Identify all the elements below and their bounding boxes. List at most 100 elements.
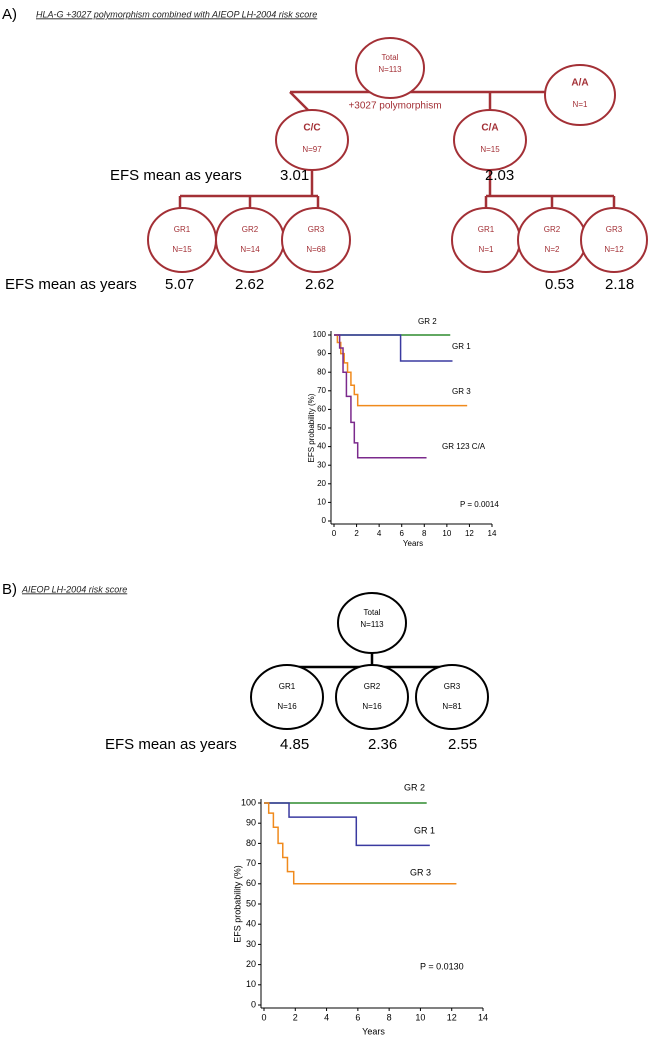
efs-value: 2.03 (485, 167, 514, 184)
x-tick-label: 0 (261, 1012, 266, 1022)
efs-value: 2.18 (605, 276, 634, 293)
y-tick-label: 40 (246, 919, 256, 929)
tree-node (451, 207, 521, 273)
x-axis-label: Years (403, 539, 423, 548)
km-curve (264, 802, 457, 885)
efs-value: 2.55 (448, 736, 477, 753)
y-tick-label: 70 (246, 858, 256, 868)
x-tick-label: 10 (415, 1012, 425, 1022)
node-title: Total (364, 608, 381, 617)
node-title: Total (382, 53, 399, 62)
series-label: GR 3 (410, 867, 431, 877)
node-count: N=81 (442, 702, 462, 711)
x-tick-label: 2 (354, 529, 359, 538)
node-title: GR1 (478, 225, 495, 234)
edge-label: +3027 polymorphism (348, 101, 441, 112)
y-tick-label: 50 (317, 423, 326, 432)
y-tick-label: 30 (317, 460, 326, 469)
tree-node (147, 207, 217, 273)
y-tick-label: 50 (246, 898, 256, 908)
node-title: GR1 (279, 682, 296, 691)
y-tick-label: 90 (246, 818, 256, 828)
y-tick-label: 20 (246, 959, 256, 969)
panel-label: A) (2, 6, 17, 23)
panel-label: B) (2, 581, 17, 598)
node-count: N=113 (378, 65, 402, 74)
node-title: GR3 (444, 682, 461, 691)
efs-value: 3.01 (280, 167, 309, 184)
node-title: C/A (481, 123, 498, 134)
x-tick-label: 12 (447, 1012, 457, 1022)
node-title: GR2 (544, 225, 561, 234)
tree-node (580, 207, 648, 273)
x-tick-label: 6 (399, 529, 404, 538)
node-title: GR3 (308, 225, 325, 234)
p-value: P = 0.0130 (420, 961, 464, 971)
node-title: A/A (571, 78, 588, 89)
node-count: N=16 (277, 702, 297, 711)
x-axis-label: Years (362, 1026, 385, 1036)
node-title: GR2 (242, 225, 259, 234)
km-curve (334, 334, 453, 362)
node-title: C/C (303, 123, 320, 134)
tree-node (335, 664, 409, 730)
node-count: N=68 (306, 245, 326, 254)
y-axis-label: EFS probability (%) (307, 393, 316, 462)
y-tick-label: 80 (317, 367, 326, 376)
km-curve (264, 802, 430, 847)
node-title: GR3 (606, 225, 623, 234)
node-count: N=2 (545, 245, 560, 254)
y-tick-label: 0 (251, 999, 256, 1009)
node-title: GR1 (174, 225, 191, 234)
y-tick-label: 10 (246, 979, 256, 989)
node-count: N=16 (362, 702, 382, 711)
series-label: GR 2 (418, 317, 437, 326)
efs-value: 2.62 (235, 276, 264, 293)
y-tick-label: 0 (322, 516, 327, 525)
y-tick-label: 40 (317, 442, 326, 451)
y-tick-label: 70 (317, 386, 326, 395)
series-label: GR 1 (414, 825, 435, 835)
efs-label: EFS mean as years (5, 276, 137, 293)
y-axis-label: EFS probability (%) (232, 865, 242, 943)
km-curve (334, 334, 427, 459)
x-tick-label: 14 (488, 529, 497, 538)
tree-node (215, 207, 285, 273)
efs-value: 0.53 (545, 276, 574, 293)
efs-value: 2.62 (305, 276, 334, 293)
node-count: N=113 (360, 620, 384, 629)
tree-node (355, 37, 425, 99)
p-value: P = 0.0014 (460, 500, 499, 509)
y-tick-label: 20 (317, 479, 326, 488)
x-tick-label: 2 (293, 1012, 298, 1022)
panel-title: HLA-G +3027 polymorphism combined with A… (36, 9, 317, 19)
tree-node (275, 109, 349, 171)
x-tick-label: 14 (478, 1012, 488, 1022)
tree-node (337, 592, 407, 654)
node-count: N=12 (604, 245, 624, 254)
node-count: N=15 (172, 245, 192, 254)
x-tick-label: 10 (442, 529, 451, 538)
panel-title: AIEOP LH-2004 risk score (21, 584, 127, 594)
tree-node (544, 64, 616, 126)
y-tick-label: 10 (317, 498, 326, 507)
node-count: N=14 (240, 245, 260, 254)
node-count: N=1 (479, 245, 494, 254)
y-tick-label: 80 (246, 838, 256, 848)
tree-node (415, 664, 489, 730)
x-tick-label: 4 (324, 1012, 329, 1022)
x-tick-label: 6 (355, 1012, 360, 1022)
series-label: GR 1 (452, 342, 471, 351)
node-count: N=1 (573, 100, 588, 109)
tree-node (250, 664, 324, 730)
x-tick-label: 0 (332, 529, 337, 538)
series-label: GR 3 (452, 387, 471, 396)
series-label: GR 123 C/A (442, 442, 486, 451)
node-count: N=15 (480, 145, 500, 154)
node-title: GR2 (364, 682, 381, 691)
x-tick-label: 4 (377, 529, 382, 538)
x-tick-label: 8 (422, 529, 427, 538)
y-tick-label: 100 (313, 330, 327, 339)
x-tick-label: 12 (465, 529, 474, 538)
